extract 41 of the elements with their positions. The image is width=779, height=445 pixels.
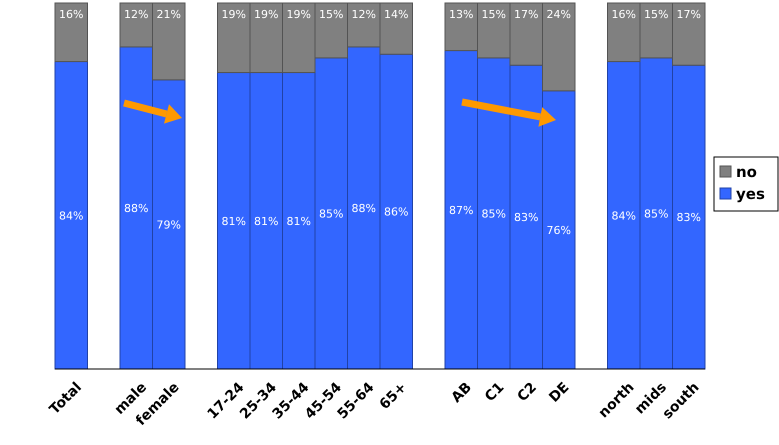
x-tick-label: AB xyxy=(448,379,476,406)
data-label: 15% xyxy=(644,8,668,21)
data-label: 17% xyxy=(514,8,538,21)
data-label: 85% xyxy=(482,207,506,220)
x-tick-label: DE xyxy=(546,379,573,406)
data-label: 85% xyxy=(644,207,668,220)
data-label: 86% xyxy=(384,206,408,219)
x-tick-label: C1 xyxy=(482,379,508,405)
bar xyxy=(54,61,88,370)
data-label: 85% xyxy=(319,207,344,220)
legend-label: no xyxy=(736,163,757,181)
data-label: 19% xyxy=(286,8,311,21)
data-label: 88% xyxy=(352,202,376,215)
data-label: 84% xyxy=(612,209,636,222)
data-label: 24% xyxy=(546,8,571,21)
data-label: 16% xyxy=(612,8,636,21)
data-label: 88% xyxy=(124,202,148,215)
data-label: 83% xyxy=(514,211,538,224)
data-label: 81% xyxy=(286,214,311,228)
x-tick-label: 65+ xyxy=(376,379,410,413)
data-label: 12% xyxy=(124,8,148,21)
legend-label: yes xyxy=(736,185,765,203)
bar xyxy=(54,2,88,62)
data-label: 76% xyxy=(546,224,571,237)
data-label: 15% xyxy=(319,8,344,21)
data-label: 19% xyxy=(222,8,246,21)
data-label: 15% xyxy=(482,8,506,21)
data-label: 84% xyxy=(59,209,84,222)
data-label: 21% xyxy=(156,8,181,21)
data-label: 13% xyxy=(449,8,474,21)
data-label: 14% xyxy=(384,8,408,21)
data-label: 81% xyxy=(254,214,278,228)
data-label: 87% xyxy=(449,204,474,217)
data-label: 16% xyxy=(59,8,84,21)
data-label: 79% xyxy=(156,218,181,232)
data-label: 12% xyxy=(352,8,376,21)
data-label: 83% xyxy=(676,211,701,224)
data-label: 17% xyxy=(676,8,701,21)
data-label: 81% xyxy=(222,214,246,228)
x-tick-label: C2 xyxy=(514,379,540,405)
data-label: 19% xyxy=(254,8,278,21)
